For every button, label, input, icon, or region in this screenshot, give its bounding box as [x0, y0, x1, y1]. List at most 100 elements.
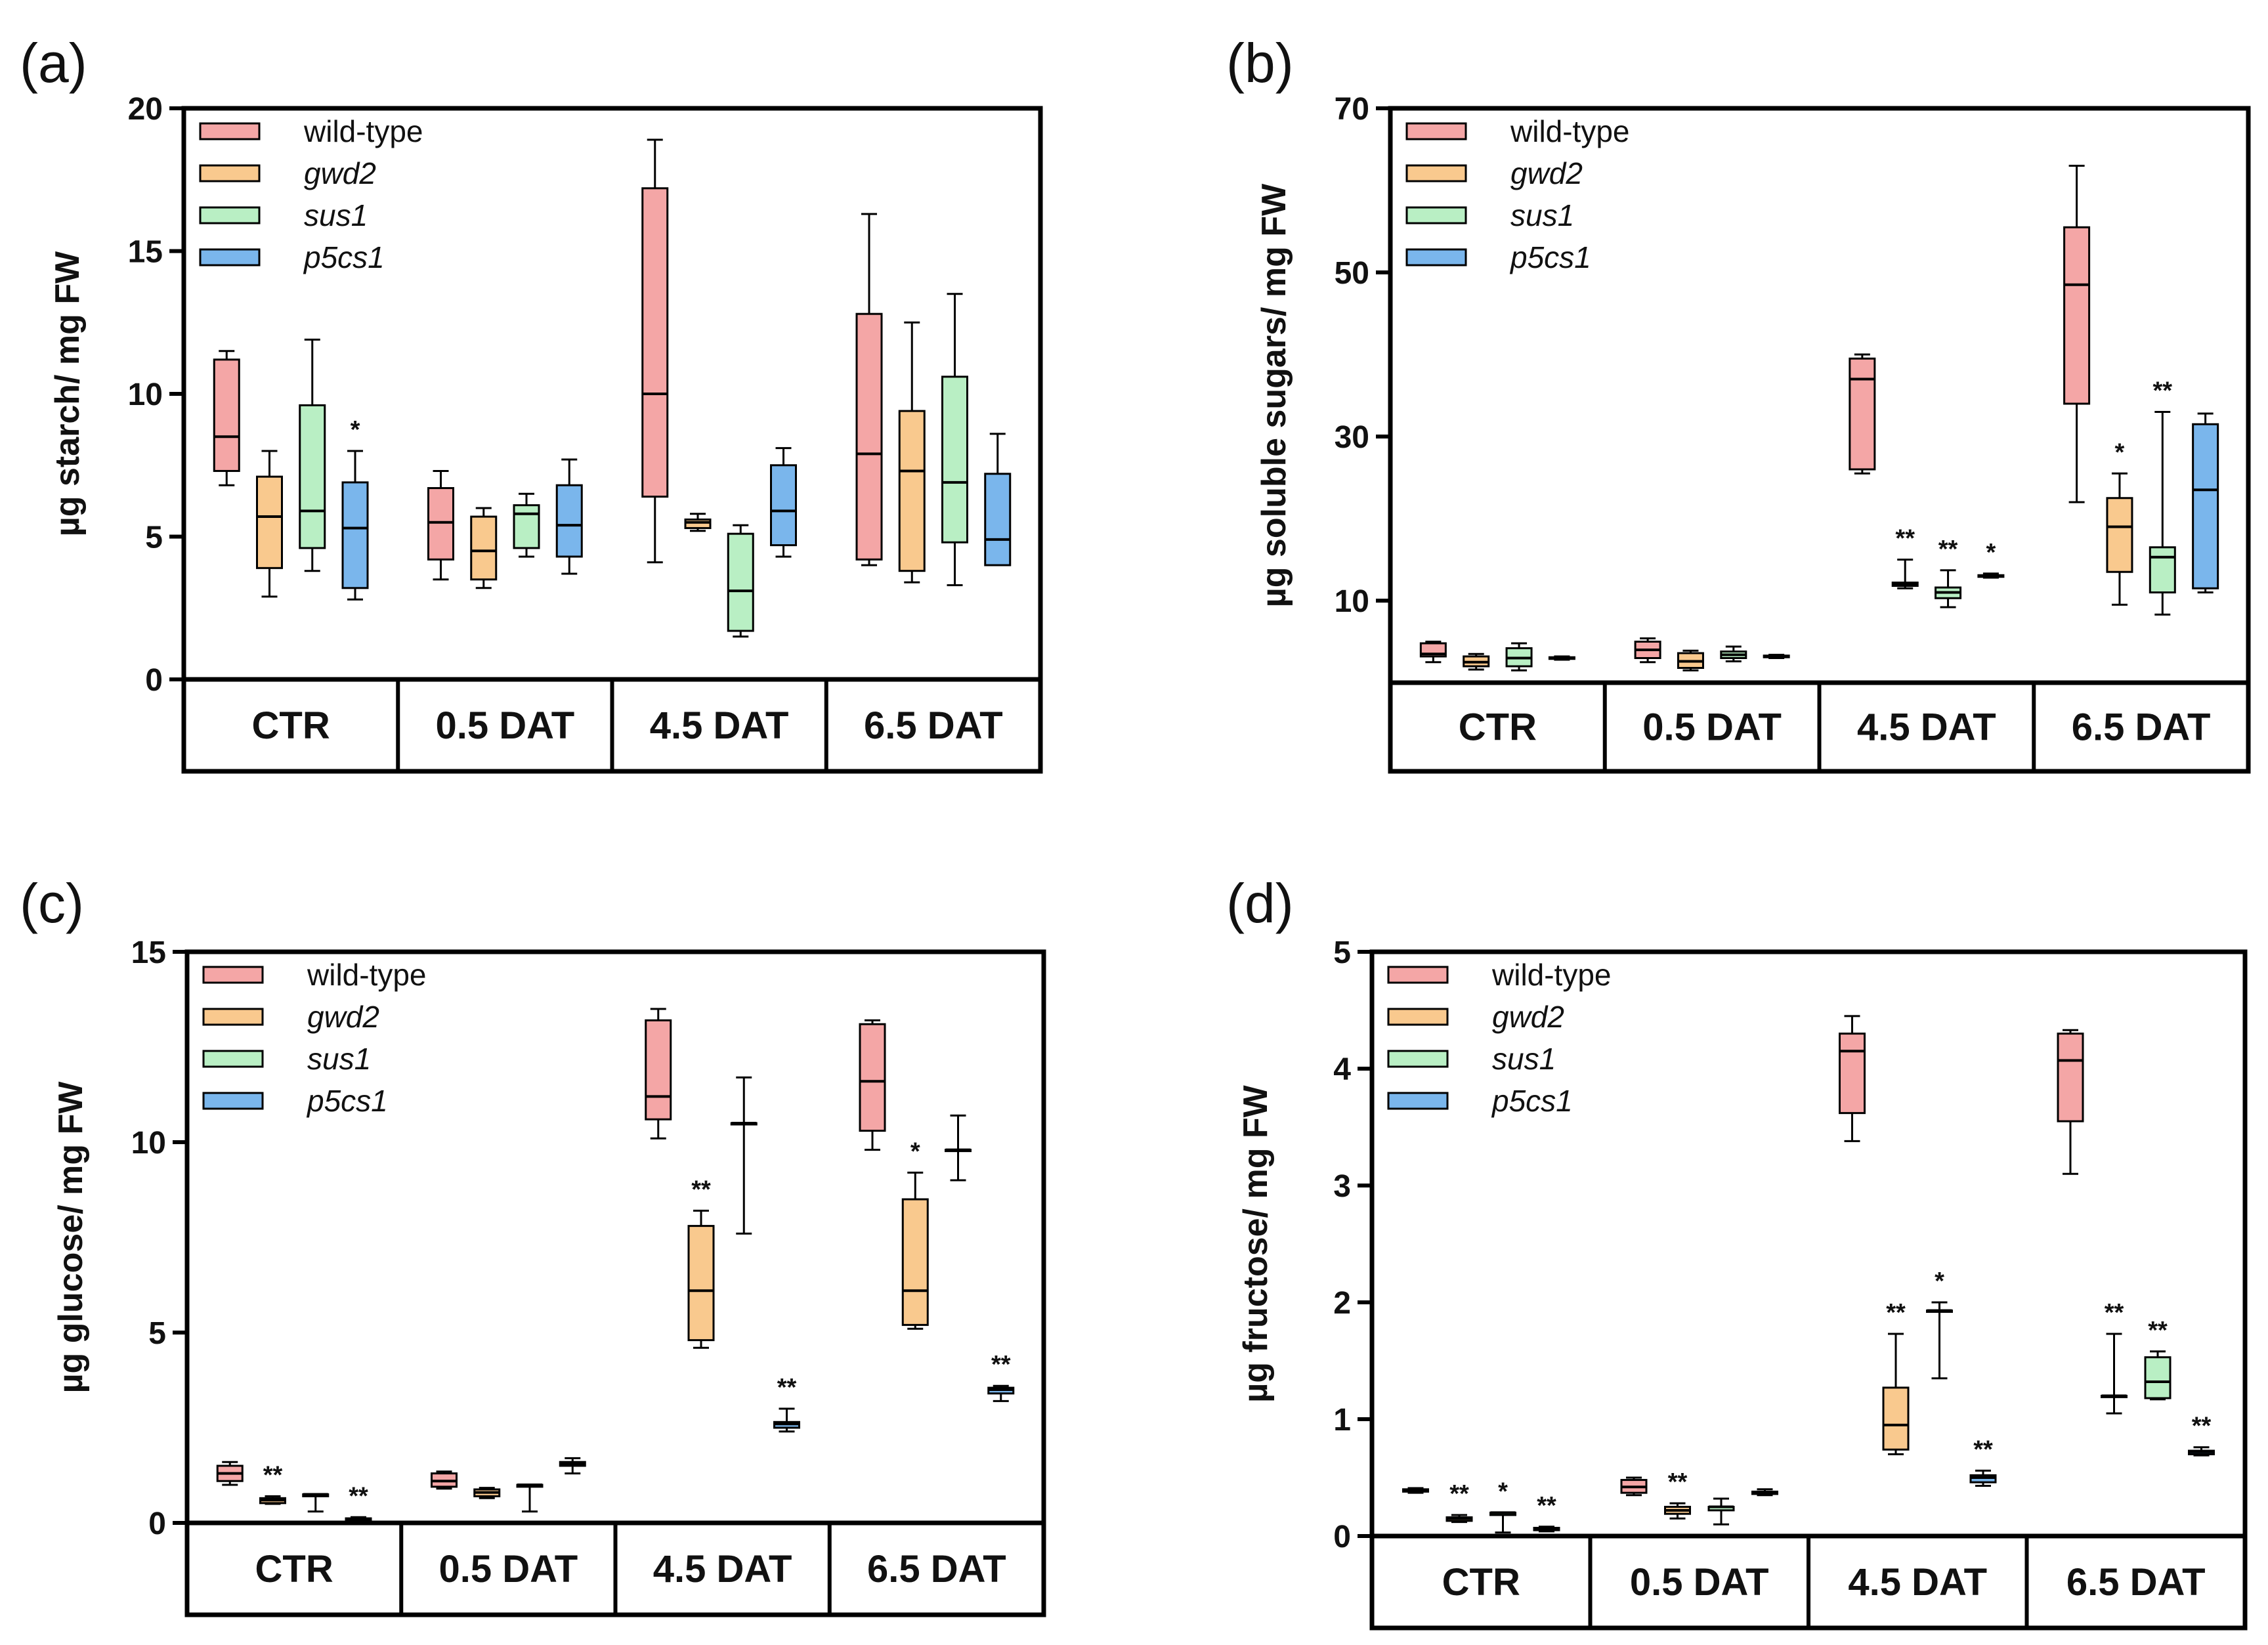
box-body	[1839, 1033, 1866, 1115]
box-sus1-1	[1707, 1497, 1735, 1526]
legend-swatch	[199, 164, 261, 182]
box-sus1-3	[941, 293, 968, 586]
box-body	[470, 515, 498, 581]
legend-label: p5cs1	[303, 240, 385, 274]
y-tick-label: 5	[1333, 935, 1351, 970]
group-label: 4.5 DAT	[1857, 706, 1996, 749]
box-body	[770, 464, 797, 547]
legend-label: wild-type	[307, 958, 427, 992]
significance-mark: *	[1986, 539, 1996, 566]
legend-swatch	[1405, 122, 1467, 140]
box-gwd2-1	[470, 507, 498, 589]
legend-label: sus1	[304, 198, 368, 232]
panel-label: (c)	[20, 872, 84, 934]
legend-swatch	[1405, 164, 1467, 182]
significance-mark: **	[1449, 1480, 1469, 1508]
box-sus1-3: **	[2144, 1317, 2172, 1401]
legend-label: gwd2	[304, 156, 376, 190]
group-label: CTR	[1459, 706, 1537, 749]
y-tick-label: 0	[1333, 1520, 1351, 1554]
box-p5cs1-1	[1751, 1488, 1778, 1497]
box-body	[2063, 226, 2091, 405]
legend-swatch	[202, 1008, 264, 1026]
legend-swatch	[202, 1092, 264, 1110]
legend-label: wild-type	[303, 114, 423, 148]
y-tick-label: 0	[145, 663, 163, 698]
box-gwd2-3: *	[901, 1138, 929, 1330]
box-body	[941, 375, 968, 544]
y-tick-label: 2	[1333, 1286, 1351, 1321]
box-p5cs1-1	[559, 1457, 586, 1475]
y-tick-label: 1	[1333, 1403, 1351, 1438]
legend-label: sus1	[1492, 1042, 1556, 1076]
y-axis-label: µg fructose/ mg FW	[1237, 1084, 1275, 1402]
box-gwd2-1	[1677, 649, 1704, 672]
group-label: 6.5 DAT	[2066, 1561, 2206, 1604]
box-body	[855, 312, 883, 561]
box-sus1-1	[513, 492, 540, 558]
box-sus1-2: **	[1935, 536, 1962, 609]
box-wild-type-0	[216, 1461, 244, 1486]
legend-swatch	[1405, 248, 1467, 267]
y-tick-label: 5	[148, 1316, 166, 1351]
legend-label: wild-type	[1510, 114, 1630, 148]
legend-swatch	[202, 966, 264, 984]
box-p5cs1-3: **	[2188, 1413, 2215, 1457]
y-tick-label: 10	[128, 377, 163, 412]
box-sus1-2	[727, 524, 754, 638]
panel-label: (d)	[1226, 872, 1294, 934]
y-tick-label: 30	[1335, 420, 1369, 455]
box-gwd2-2: **	[1891, 525, 1919, 589]
box-body	[213, 358, 240, 472]
box-p5cs1-3	[984, 433, 1012, 566]
legend-swatch	[202, 1050, 264, 1068]
box-gwd2-1: **	[1664, 1468, 1691, 1520]
box-gwd2-3: **	[2101, 1299, 2128, 1415]
box-gwd2-2: **	[687, 1176, 715, 1349]
significance-mark: *	[1498, 1478, 1508, 1505]
box-body	[898, 410, 926, 572]
box-wild-type-2	[1839, 1015, 1866, 1142]
y-axis-label: µg glucose/ mg FW	[52, 1081, 90, 1394]
box-sus1-2	[730, 1076, 758, 1235]
significance-mark: **	[2192, 1413, 2212, 1440]
box-p5cs1-0: **	[345, 1482, 372, 1522]
chart-panel-d: (d) CTR 0.5 DAT 4.5 DAT 6.5 DAT 0 1 2 3 4 5 µg fruc…	[1226, 872, 2248, 1631]
box-sus1-0	[299, 338, 326, 572]
significance-mark: **	[991, 1351, 1011, 1378]
significance-mark: **	[1668, 1468, 1688, 1496]
group-label: 0.5 DAT	[1642, 706, 1782, 749]
legend-label: p5cs1	[1509, 240, 1591, 274]
box-gwd2-2: **	[1882, 1299, 1910, 1455]
panel-label: (b)	[1226, 32, 1294, 94]
box-gwd2-1	[473, 1487, 501, 1499]
legend-label: wild-type	[1491, 958, 1612, 992]
chart-panel-c: (c) CTR 0.5 DAT 4.5 DAT 6.5 DAT 0 5 10 15 µg gluc…	[20, 872, 1046, 1617]
box-gwd2-3: *	[2106, 438, 2133, 606]
legend-swatch	[1387, 1008, 1449, 1026]
box-p5cs1-1	[555, 458, 583, 575]
significance-mark: *	[910, 1138, 920, 1165]
box-gwd2-0	[256, 450, 283, 598]
chart-panel-a: (a) CTR 0.5 DAT 4.5 DAT 6.5 DAT 0 5 10 15 20 µg st…	[20, 32, 1043, 774]
significance-mark: **	[691, 1176, 711, 1203]
box-wild-type-2	[645, 1008, 672, 1140]
box-body	[2192, 423, 2219, 589]
box-body	[645, 1019, 672, 1121]
box-body	[727, 532, 754, 632]
y-tick-label: 20	[128, 92, 163, 127]
chart-panel-b: (b) CTR 0.5 DAT 4.5 DAT 6.5 DAT 10 30 50 70 µg so…	[1226, 32, 2251, 774]
y-tick-label: 10	[1335, 584, 1369, 619]
significance-mark: **	[2153, 377, 2173, 405]
box-wild-type-0	[1419, 641, 1447, 664]
box-body	[901, 1198, 929, 1326]
box-sus1-2: *	[1926, 1268, 1953, 1380]
box-p5cs1-2: **	[773, 1374, 800, 1433]
box-gwd2-0	[1463, 652, 1490, 671]
box-wild-type-3	[2063, 165, 2091, 503]
box-body	[641, 187, 669, 498]
legend-label: gwd2	[1492, 1000, 1564, 1034]
box-p5cs1-0: *	[341, 416, 369, 601]
legend-swatch	[1387, 1092, 1449, 1110]
significance-mark: **	[1895, 525, 1915, 553]
